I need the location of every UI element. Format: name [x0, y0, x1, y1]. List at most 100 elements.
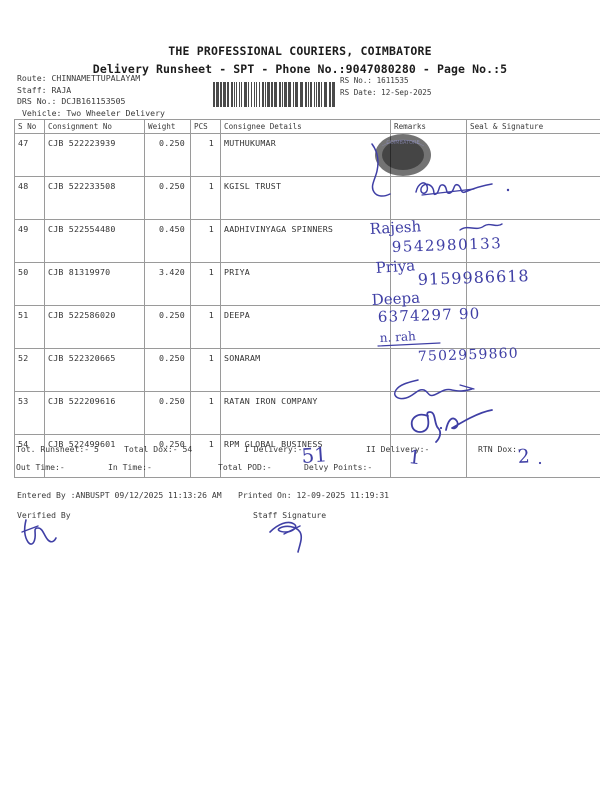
document-header: THE PROFESSIONAL COURIERS, COIMBATORE De…: [0, 44, 600, 76]
cell-pcs: 1: [190, 219, 221, 263]
staff-signature-mark: [264, 518, 334, 558]
out-time-label: Out Time:-: [16, 462, 65, 472]
cell-seal-signature: [466, 348, 600, 392]
printed-on-line: Printed On: 12-09-2025 11:19:31: [238, 490, 390, 500]
cell-remarks: [390, 262, 467, 306]
entered-by-line: Entered By :ANBUSPT 09/12/2025 11:13:26 …: [17, 490, 222, 500]
cell-consignee-details: AADHIVINYAGA SPINNERS: [220, 219, 391, 263]
ii-delivery-label: II Delivery:-: [366, 444, 430, 454]
cell-pcs: 1: [190, 348, 221, 392]
staff-line: Staff: RAJA: [17, 84, 72, 95]
cell-pcs: 1: [190, 305, 221, 349]
table-row: 53 CJB 522209616 0.250 1 RATAN IRON COMPANY: [14, 391, 600, 435]
verified-by-signature: [18, 518, 78, 552]
rs-no-line: RS No.: 1611535: [340, 76, 409, 85]
barcode-image: [213, 82, 337, 107]
col-header-weight: Weight: [144, 119, 191, 134]
cell-consignment-no: CJB 522209616: [44, 391, 145, 435]
cell-seal-signature: [466, 391, 600, 435]
staff-signature-label: Staff Signature: [253, 510, 327, 520]
rs-date-line: RS Date: 12-Sep-2025: [340, 87, 432, 97]
table-row: 51 CJB 522586020 0.250 1 DEEPA: [14, 305, 600, 349]
cell-weight: 0.250: [144, 176, 191, 220]
cell-pcs: 1: [190, 176, 221, 220]
cell-consignment-no: CJB 522320665: [44, 348, 145, 392]
cell-pcs: 1: [190, 133, 221, 177]
cell-remarks: [390, 176, 467, 220]
cell-consignee-details: SONARAM: [220, 348, 391, 392]
cell-weight: 0.250: [144, 434, 191, 478]
verified-by-label: Verified By: [17, 510, 71, 520]
footer-times-row: Out Time:- In Time:- Total POD:- Delvy P…: [16, 462, 588, 480]
cell-consignee-details: PRIYA: [220, 262, 391, 306]
company-title: THE PROFESSIONAL COURIERS, COIMBATORE: [168, 44, 432, 58]
table-header: S No Consignment No Weight PCS Consignee…: [14, 119, 600, 134]
vehicle-line: Vehicle: Two Wheeler Delivery: [22, 107, 165, 118]
cell-consignment-no: CJB 522554480: [44, 219, 145, 263]
cell-sno: 53: [14, 391, 45, 435]
cell-remarks: [390, 348, 467, 392]
cell-weight: 0.250: [144, 133, 191, 177]
cell-remarks: [390, 305, 467, 349]
cell-sno: 51: [14, 305, 45, 349]
cell-pcs: 1: [190, 391, 221, 435]
total-dox-label: Total Dox:- 54: [124, 444, 193, 454]
footer-summary: Tot. Runsheet:- 5 Total Dox:- 54 I Deliv…: [16, 444, 588, 480]
cell-consignment-no: CJB 522499601: [44, 434, 145, 478]
tot-runsheet-label: Tot. Runsheet:- 5: [16, 444, 99, 454]
table-row: 54 CJB 522499601 0.250 1 RPM GLOBAL BUSINESS: [14, 434, 600, 478]
footer-totals-row: Tot. Runsheet:- 5 Total Dox:- 54 I Deliv…: [16, 444, 588, 462]
cell-consignment-no: CJB 81319970: [44, 262, 145, 306]
cell-seal-signature: [466, 133, 600, 177]
cell-remarks: [390, 219, 467, 263]
cell-sno: 50: [14, 262, 45, 306]
cell-sno: 47: [14, 133, 45, 177]
rtn-dox-label: RTN Dox:-: [478, 444, 522, 454]
cell-consignee-details: RATAN IRON COMPANY: [220, 391, 391, 435]
cell-seal-signature: [466, 219, 600, 263]
cell-weight: 3.420: [144, 262, 191, 306]
col-header-seal-signature: Seal & Signature: [466, 119, 600, 134]
cell-weight: 0.250: [144, 391, 191, 435]
i-delivery-label: I Delivery:-: [244, 444, 303, 454]
document-subtitle: Delivery Runsheet - SPT - Phone No.:9047…: [92, 62, 508, 76]
col-header-pcs: PCS: [190, 119, 221, 134]
cell-weight: 0.250: [144, 305, 191, 349]
table-header-row: S No Consignment No Weight PCS Consignee…: [14, 119, 600, 134]
cell-consignment-no: CJB 522223939: [44, 133, 145, 177]
col-header-consignee: Consignee Details: [220, 119, 391, 134]
cell-remarks: [390, 133, 467, 177]
table-row: 47 CJB 522223939 0.250 1 MUTHUKUMAR: [14, 133, 600, 177]
meta-left-block: Route: CHINNAMETTUPALAYAM Staff: RAJA DR…: [17, 73, 165, 119]
table-row: 49 CJB 522554480 0.450 1 AADHIVINYAGA SPINNE…: [14, 219, 600, 263]
delvy-points-label: Delvy Points:-: [304, 462, 373, 472]
total-pod-label: Total POD:-: [218, 462, 272, 472]
cell-consignee-details: RPM GLOBAL BUSINESS: [220, 434, 391, 478]
cell-sno: 48: [14, 176, 45, 220]
col-header-sno: S No: [14, 119, 45, 134]
cell-weight: 0.450: [144, 219, 191, 263]
consignment-table: S No Consignment No Weight PCS Consignee…: [14, 119, 600, 478]
table-row: 50 CJB 81319970 3.420 1 PRIYA: [14, 262, 600, 306]
in-time-label: In Time:-: [108, 462, 152, 472]
table-row: 48 CJB 522233508 0.250 1 KGISL TRUST: [14, 176, 600, 220]
meta-right-block: RS No.: 1611535 RS Date: 12-Sep-2025: [340, 75, 431, 98]
cell-seal-signature: [466, 434, 600, 478]
route-line: Route: CHINNAMETTUPALAYAM: [17, 73, 141, 83]
cell-pcs: 1: [190, 262, 221, 306]
table-row: 52 CJB 522320665 0.250 1 SONARAM: [14, 348, 600, 392]
cell-seal-signature: [466, 305, 600, 349]
col-header-consignment-no: Consignment No: [44, 119, 145, 134]
drs-no-line: DRS No.: DCJB161153505: [17, 96, 126, 107]
cell-seal-signature: [466, 176, 600, 220]
cell-remarks: [390, 391, 467, 435]
col-header-remarks: Remarks: [390, 119, 467, 134]
cell-seal-signature: [466, 262, 600, 306]
cell-consignee-details: DEEPA: [220, 305, 391, 349]
cell-consignee-details: KGISL TRUST: [220, 176, 391, 220]
cell-weight: 0.250: [144, 348, 191, 392]
cell-sno: 49: [14, 219, 45, 263]
cell-consignment-no: CJB 522586020: [44, 305, 145, 349]
table-body: 47 CJB 522223939 0.250 1 MUTHUKUMAR 48 CJB 522…: [14, 133, 600, 478]
